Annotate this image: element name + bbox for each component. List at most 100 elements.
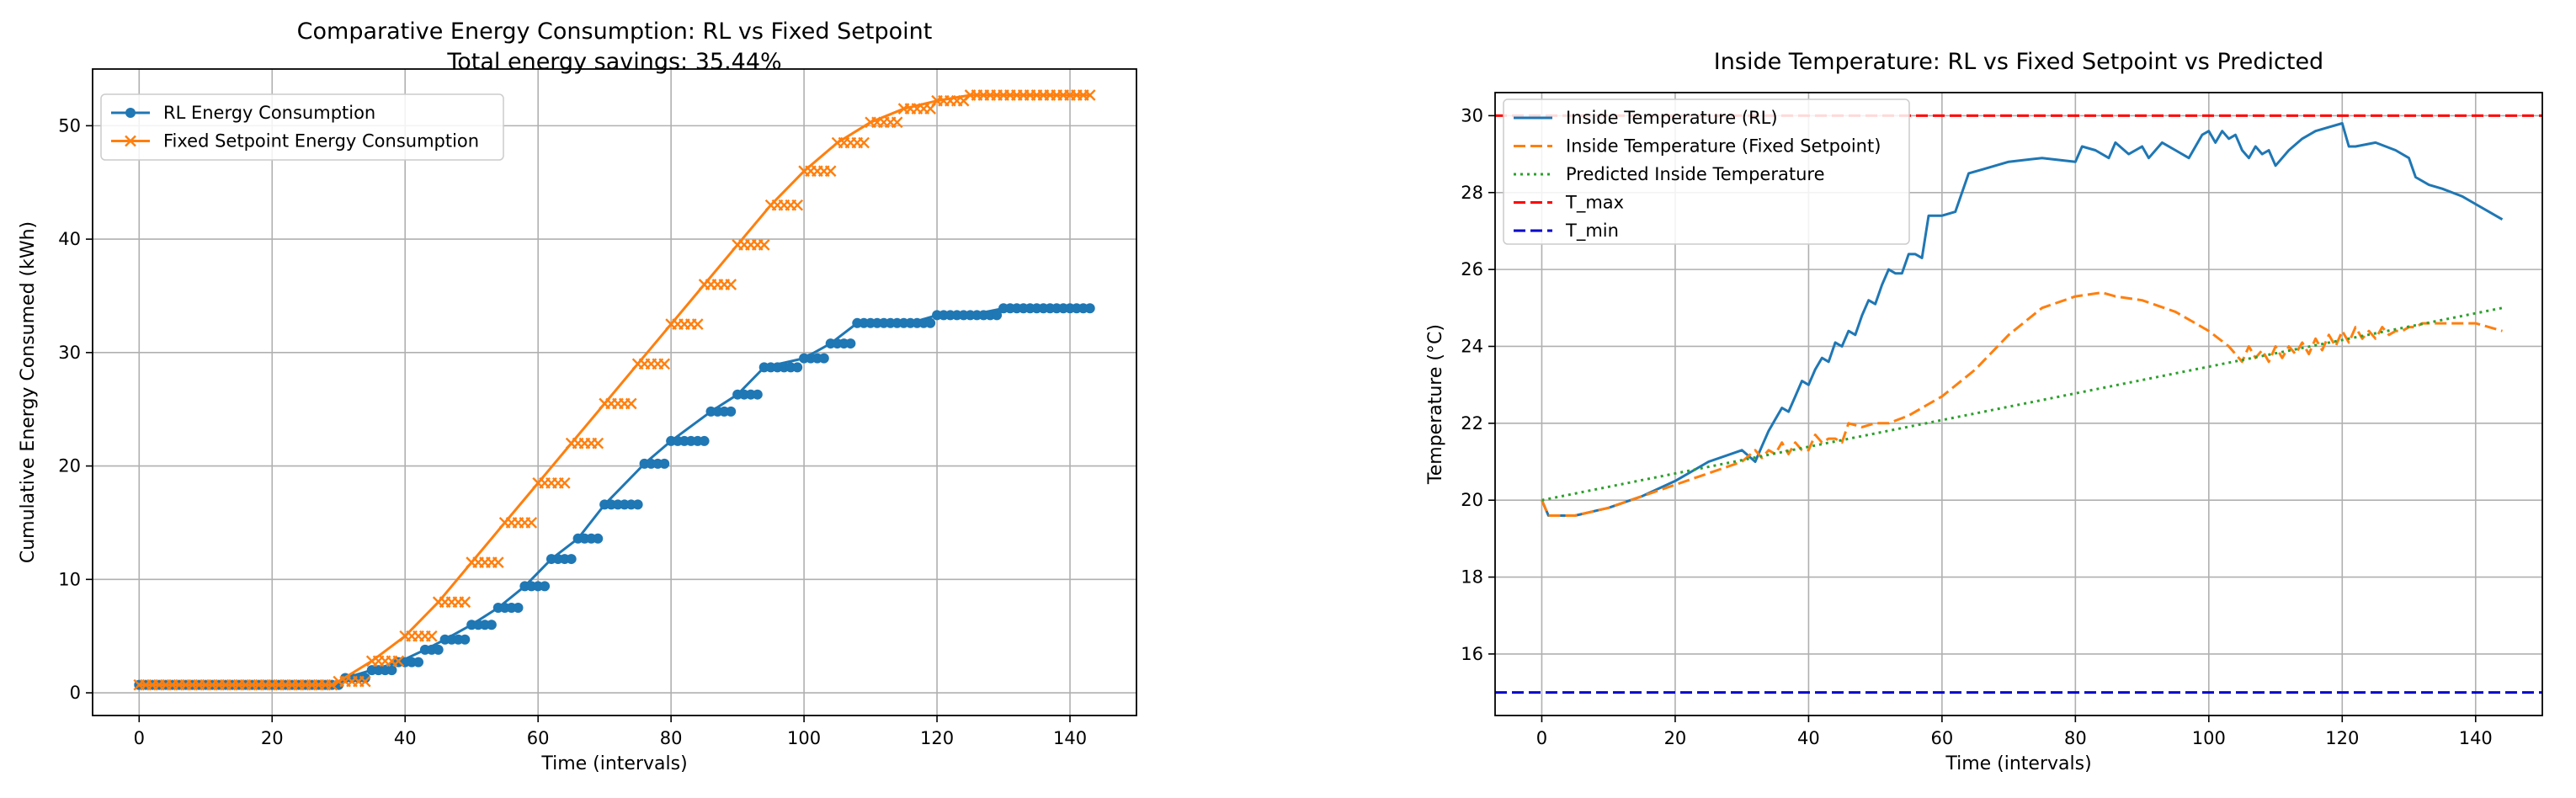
data-point (459, 596, 471, 609)
series-line (139, 93, 1090, 687)
y-axis-label: Cumulative Energy Consumed (kWh) (18, 221, 39, 563)
data-point (824, 165, 837, 178)
data-point (818, 353, 829, 364)
legend-box (100, 93, 504, 161)
series-fixed-setpoint-energy-consumption (133, 89, 1096, 691)
data-point (558, 476, 571, 489)
y-tick-label: 40 (58, 229, 81, 249)
series-predicted-inside-temperature (1541, 306, 2503, 502)
y-tick-label: 20 (58, 456, 81, 476)
series-line (1541, 122, 2504, 517)
data-point (791, 199, 804, 211)
legend-marker (125, 108, 136, 118)
x-axis-label: Time (intervals) (540, 753, 687, 774)
y-axis-label: Temperature (°C) (1425, 324, 1446, 485)
legend-label: Predicted Inside Temperature (1566, 164, 1824, 184)
x-tick-label: 80 (660, 728, 683, 748)
x-tick-label: 20 (261, 728, 284, 748)
x-tick-label: 60 (1931, 728, 1954, 748)
x-axis-label: Time (intervals) (1945, 753, 2091, 774)
data-point (359, 675, 371, 688)
data-point (425, 630, 438, 642)
data-point (992, 310, 1003, 321)
data-point (925, 317, 936, 328)
x-tick-label: 100 (787, 728, 821, 748)
data-point (752, 389, 763, 400)
inside-temperature-chart: 0 20 40 60 80 100 120 140 16 18 20 22 24 26 28 30 Time (… (1425, 49, 2543, 774)
legend-label: Inside Temperature (RL) (1566, 108, 1778, 128)
legend-box (1503, 98, 1910, 245)
y-tick-label: 28 (1461, 183, 1483, 203)
data-point (540, 581, 551, 592)
x-tick-label: 60 (527, 728, 550, 748)
y-tick-label: 24 (1461, 336, 1483, 356)
y-tick-label: 30 (1461, 105, 1483, 125)
y-tick-label: 26 (1461, 259, 1483, 279)
data-point (592, 437, 604, 450)
series-rl-energy-consumption (134, 303, 1095, 690)
data-point (1083, 89, 1096, 101)
series-inside-temperature-rl (1541, 122, 2504, 517)
data-point (699, 435, 710, 446)
y-tick-label: 50 (58, 115, 81, 136)
legend-label: T_min (1565, 221, 1619, 242)
legend: Inside Temperature (RL) Inside Temperatur… (1503, 98, 1910, 245)
data-point (359, 673, 370, 684)
chart-title: Inside Temperature: RL vs Fixed Setpoint… (1714, 49, 2323, 75)
legend-label: T_max (1565, 193, 1624, 214)
series-line (1541, 291, 2503, 517)
data-point (492, 556, 504, 568)
y-tick-label: 10 (58, 569, 81, 589)
data-point (658, 358, 671, 370)
axes-frame (1494, 92, 2543, 716)
x-tick-label: 120 (2325, 728, 2359, 748)
data-point (326, 678, 338, 691)
data-point (392, 655, 405, 668)
x-tick-label: 140 (1053, 728, 1087, 748)
energy-consumption-chart: 0 20 40 60 80 100 120 140 0 10 20 30 40 50 Time (inter… (18, 19, 1137, 774)
legend: RL Energy Consumption Fixed Setpoint Ener… (100, 93, 504, 161)
x-tick-label: 140 (2459, 728, 2493, 748)
data-point (845, 338, 856, 349)
data-point (593, 533, 604, 544)
chart-subtitle: Total energy savings: 35.44% (446, 49, 781, 75)
data-point (525, 517, 538, 529)
data-point (691, 318, 704, 331)
data-point (625, 397, 637, 410)
data-point (386, 665, 397, 676)
x-tick-label: 20 (1664, 728, 1687, 748)
x-tick-label: 0 (1536, 728, 1547, 748)
x-tick-label: 40 (1797, 728, 1820, 748)
y-tick-label: 16 (1461, 644, 1483, 664)
y-tick-label: 30 (58, 343, 81, 363)
legend-label: RL Energy Consumption (163, 103, 375, 123)
data-point (632, 499, 643, 510)
data-point (858, 136, 870, 149)
x-tick-label: 80 (2064, 728, 2087, 748)
axes-frame (92, 68, 1137, 716)
series-inside-temperature-fixed-setpoint (1541, 291, 2503, 517)
data-point (725, 279, 737, 290)
data-point (726, 406, 737, 417)
chart-title: Comparative Energy Consumption: RL vs Fi… (297, 19, 933, 45)
data-point (433, 644, 444, 655)
data-point (566, 554, 577, 565)
series-line (139, 306, 1090, 687)
data-point (413, 657, 424, 668)
x-tick-label: 120 (920, 728, 954, 748)
data-point (460, 634, 471, 645)
legend-marker (125, 135, 136, 147)
plot-area (133, 89, 1096, 691)
legend-label: Inside Temperature (Fixed Setpoint) (1566, 136, 1881, 157)
data-point (659, 458, 670, 469)
series-line (1541, 306, 2503, 502)
data-point (792, 362, 803, 373)
data-point (486, 620, 497, 630)
y-tick-label: 22 (1461, 413, 1483, 434)
data-point (891, 116, 903, 129)
y-tick-label: 20 (1461, 490, 1483, 510)
data-point (758, 238, 770, 251)
legend-label: Fixed Setpoint Energy Consumption (163, 131, 479, 152)
y-tick-label: 0 (70, 683, 81, 703)
